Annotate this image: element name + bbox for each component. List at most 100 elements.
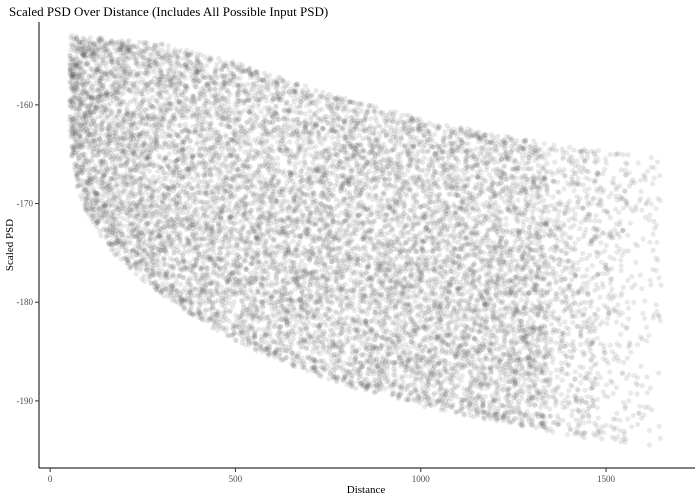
scatter-point [97, 69, 103, 75]
scatter-point [103, 91, 109, 97]
scatter-point [90, 56, 96, 63]
scatter-point [78, 65, 84, 71]
scatter-point [105, 102, 111, 108]
scatter-point [95, 94, 101, 100]
scatter-point [86, 94, 92, 100]
scatter-point [81, 183, 87, 190]
scatter-point [98, 104, 104, 110]
scatter-point [281, 77, 287, 84]
scatter-point [104, 185, 110, 191]
scatter-point [106, 201, 112, 207]
scatter-point [80, 46, 86, 52]
scatter-point [99, 176, 105, 182]
scatter-point [87, 175, 94, 181]
scatter-point [75, 170, 81, 176]
scatter-point [95, 86, 101, 92]
scatter-point [195, 211, 201, 217]
scatter-point [78, 48, 84, 54]
scatter-point [98, 120, 105, 127]
scatter-point [90, 48, 97, 54]
scatter-point [93, 68, 99, 74]
scatter-point [69, 99, 75, 105]
scatter-point [85, 191, 91, 197]
scatter-point [79, 72, 85, 78]
scatter-point [91, 216, 97, 222]
scatter-point [78, 170, 84, 176]
scatter-point [76, 89, 82, 95]
scatter-point [99, 186, 105, 192]
scatter-point [148, 219, 154, 225]
scatter-point [88, 112, 94, 118]
scatter-point [83, 48, 89, 55]
scatter-point [105, 183, 111, 189]
scatter-point [97, 205, 104, 211]
scatter-point [88, 66, 94, 72]
scatter-point [83, 55, 89, 61]
scatter-point [98, 198, 104, 204]
scatter-point [91, 203, 97, 209]
scatter-point [211, 243, 217, 249]
scatter-point [236, 271, 242, 277]
scatter-point [68, 74, 74, 80]
scatter-point [71, 86, 77, 93]
scatter-point [74, 37, 80, 43]
scatter-point [70, 147, 77, 153]
scatter-point [102, 43, 108, 49]
scatter-point [67, 128, 73, 134]
scatter-point [67, 55, 73, 62]
scatter-point [88, 73, 94, 79]
scatter-point [73, 54, 79, 60]
scatter-point [79, 40, 85, 46]
scatter-point [99, 180, 105, 186]
scatter-point [96, 123, 102, 129]
scatter-point [276, 179, 282, 185]
scatter-point [87, 103, 93, 109]
scatter-point [81, 53, 87, 59]
scatter-point [94, 152, 100, 158]
scatter-point [76, 49, 82, 55]
scatter-point [75, 95, 81, 101]
scatter-point [91, 206, 97, 212]
scatter-point [91, 50, 97, 56]
scatter-point [73, 81, 79, 87]
scatter-point [95, 69, 101, 75]
scatter-point [86, 111, 92, 118]
scatter-point [67, 35, 74, 41]
scatter-point [249, 240, 255, 246]
scatter-point [98, 113, 104, 120]
scatter-point [68, 68, 74, 75]
scatter-point [76, 140, 82, 146]
scatter-point [67, 60, 73, 66]
scatter-point [84, 107, 90, 113]
scatter-point [68, 85, 74, 91]
scatter-point [258, 109, 264, 115]
scatter-point [90, 219, 96, 225]
scatter-point [264, 259, 270, 265]
scatter-point [83, 207, 89, 213]
scatter-point [70, 145, 77, 151]
scatter-point [86, 45, 92, 52]
scatter-point [78, 40, 84, 46]
scatter-point [238, 142, 244, 149]
scatter-point [209, 204, 215, 210]
scatter-point [189, 301, 195, 307]
scatter-point [256, 326, 262, 332]
scatter-point [83, 90, 89, 96]
scatter-point [97, 132, 103, 138]
scatter-point [85, 171, 92, 177]
scatter-point [75, 44, 81, 50]
scatter-point [68, 47, 74, 53]
scatter-point [223, 134, 229, 140]
scatter-point [69, 131, 75, 137]
scatter-point [219, 121, 225, 127]
scatter-point [101, 102, 107, 109]
scatter-point [98, 109, 104, 115]
scatter-point [102, 77, 109, 83]
scatter-point [74, 143, 81, 149]
scatter-point [246, 140, 253, 146]
scatter-point [267, 72, 273, 78]
scatter-point [73, 34, 79, 40]
scatter-point [95, 54, 101, 60]
scatter-point [81, 187, 87, 193]
scatter-point [73, 144, 79, 150]
